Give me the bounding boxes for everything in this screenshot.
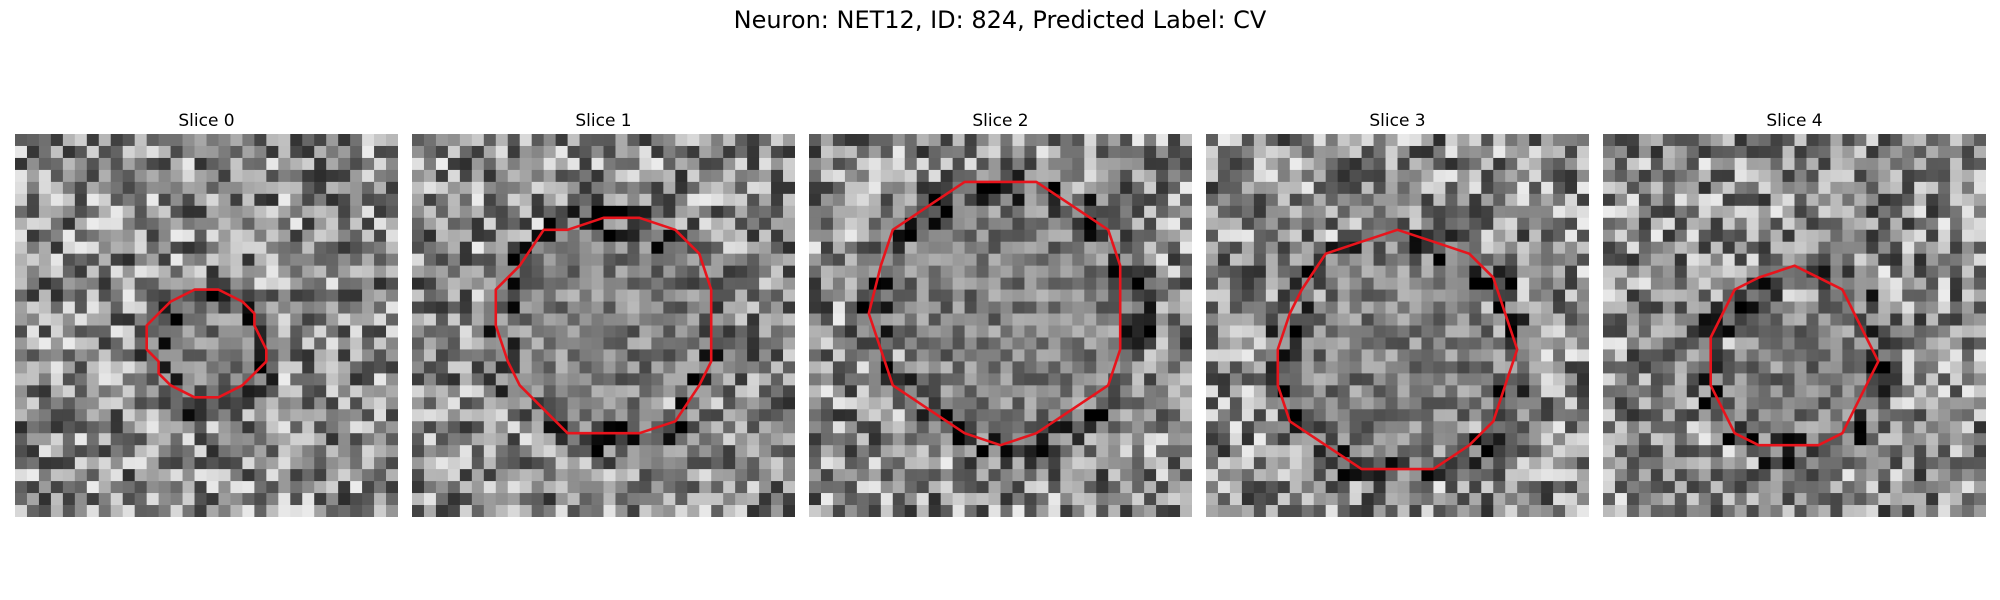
segmentation-contour bbox=[1709, 264, 1880, 447]
slice-title: Slice 4 bbox=[1766, 111, 1823, 131]
slice-image bbox=[1206, 134, 1589, 517]
figure-title: Neuron: NET12, ID: 824, Predicted Label:… bbox=[733, 6, 1267, 34]
slice-image bbox=[412, 134, 795, 517]
segmentation-contour bbox=[494, 216, 713, 435]
slice-panel-0: Slice 0 bbox=[15, 108, 398, 517]
slice-panel-4: Slice 4 bbox=[1603, 108, 1986, 517]
slice-image bbox=[1603, 134, 1986, 517]
slice-title: Slice 1 bbox=[575, 111, 632, 131]
slice-image bbox=[809, 134, 1192, 517]
segmentation-contour bbox=[867, 180, 1122, 447]
segmentation-contour bbox=[1276, 228, 1519, 471]
slice-title: Slice 3 bbox=[1369, 111, 1426, 131]
slice-panel-3: Slice 3 bbox=[1206, 108, 1589, 517]
slice-panel-2: Slice 2 bbox=[809, 108, 1192, 517]
segmentation-contour bbox=[145, 288, 268, 399]
slice-panel-1: Slice 1 bbox=[412, 108, 795, 517]
slice-title: Slice 2 bbox=[972, 111, 1029, 131]
slice-title: Slice 0 bbox=[178, 111, 235, 131]
slice-image bbox=[15, 134, 398, 517]
